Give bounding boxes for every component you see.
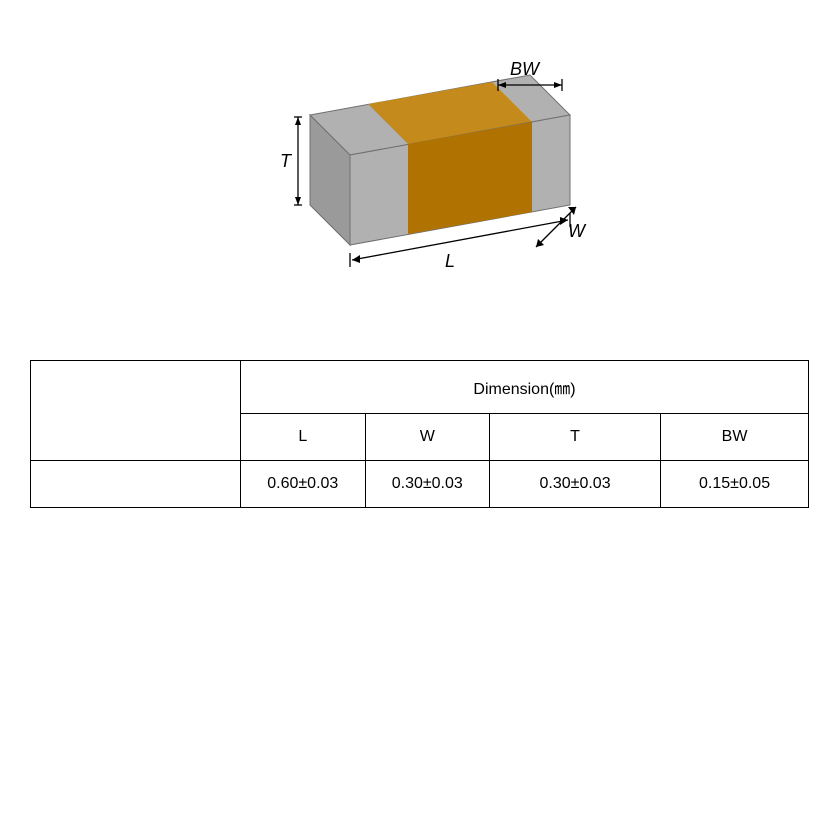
- dim-label-w: W: [568, 221, 587, 241]
- table-row: 0.60±0.03 0.30±0.03 0.30±0.03 0.15±0.05: [31, 461, 809, 508]
- dim-label-l: L: [444, 251, 454, 271]
- col-header-l: L: [241, 414, 365, 461]
- col-header-t: T: [489, 414, 660, 461]
- col-header-bw: BW: [661, 414, 809, 461]
- col-header-w: W: [365, 414, 489, 461]
- dimension-table-container: Dimension(㎜) L W T BW 0.60±0.03 0.30±0.0…: [30, 360, 809, 508]
- cell-bw: 0.15±0.05: [661, 461, 809, 508]
- component-diagram-container: T L W BW: [0, 55, 839, 285]
- cell-l: 0.60±0.03: [241, 461, 365, 508]
- table-header-row-1: Dimension(㎜): [31, 361, 809, 414]
- dim-label-bw: BW: [510, 59, 541, 79]
- table-empty-header: [31, 361, 241, 461]
- dim-label-t: T: [280, 151, 293, 171]
- cell-w: 0.30±0.03: [365, 461, 489, 508]
- cell-t: 0.30±0.03: [489, 461, 660, 508]
- page: T L W BW Dimension(㎜) L W T BW: [0, 0, 839, 832]
- dimension-table: Dimension(㎜) L W T BW 0.60±0.03 0.30±0.0…: [30, 360, 809, 508]
- row-label-empty: [31, 461, 241, 508]
- table-title-cell: Dimension(㎜): [241, 361, 809, 414]
- component-3d-diagram: T L W BW: [250, 55, 590, 285]
